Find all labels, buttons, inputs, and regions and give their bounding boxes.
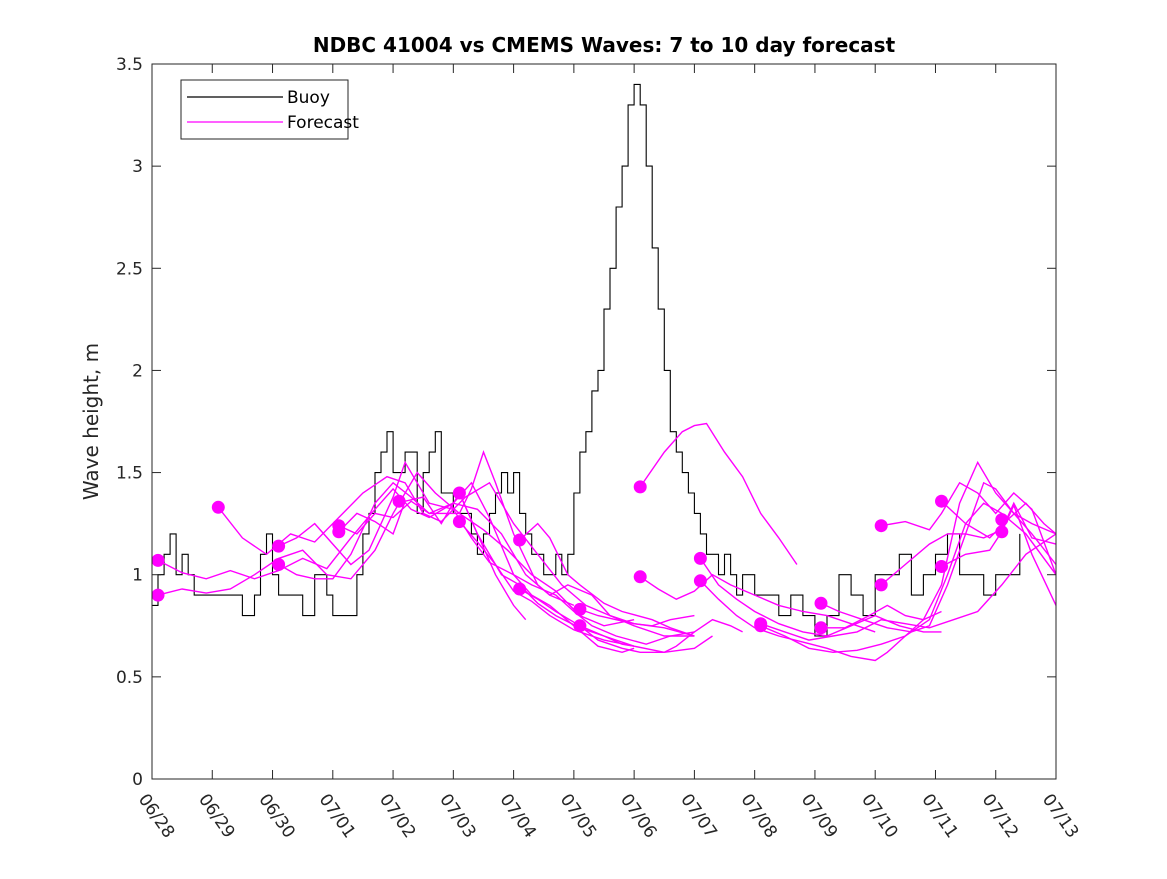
legend: Buoy Forecast [180, 79, 359, 140]
y-tick-label: 1.5 [116, 464, 143, 484]
y-tick-label: 2 [132, 361, 143, 381]
forecast-marker-26 [995, 513, 1009, 527]
forecast-series-line-3 [278, 460, 695, 645]
y-axis-label: Wave height, m [79, 343, 103, 500]
buoy-series-line [152, 83, 1021, 637]
forecast-series-line-18 [760, 502, 1057, 654]
forecast-marker-11 [513, 582, 527, 596]
series-layer [151, 83, 1057, 662]
forecast-series-line-12 [579, 618, 743, 653]
axes-box [151, 63, 1057, 780]
forecast-series-line-15 [699, 558, 942, 637]
forecast-marker-14 [633, 480, 647, 494]
forecast-marker-0 [151, 553, 165, 567]
y-tick-label: 0 [132, 770, 143, 790]
forecast-series-line-10 [519, 588, 713, 654]
forecast-marker-21 [814, 621, 828, 635]
forecast-marker-12 [573, 602, 587, 616]
forecast-marker-3 [272, 539, 286, 553]
forecast-marker-4 [272, 558, 286, 571]
forecast-series-line-17 [760, 533, 1057, 641]
forecast-marker-1 [151, 588, 165, 602]
legend-buoy-label: Buoy [287, 88, 330, 108]
forecast-marker-8 [452, 486, 466, 500]
forecast-marker-16 [693, 551, 707, 565]
forecast-marker-22 [874, 519, 888, 533]
forecast-series-line-1 [157, 471, 635, 627]
y-tick-label: 0.5 [116, 668, 143, 688]
forecast-series-line-22 [880, 501, 1057, 586]
forecast-marker-2 [211, 500, 225, 514]
forecast-marker-13 [573, 619, 587, 633]
forecast-marker-10 [513, 533, 527, 547]
forecast-series-line-9 [519, 522, 695, 637]
forecast-series-line-0 [157, 487, 575, 607]
forecast-marker-24 [935, 494, 948, 508]
forecast-marker-9 [452, 515, 466, 529]
chart-title: NDBC 41004 vs CMEMS Waves: 7 to 10 day f… [313, 33, 896, 57]
y-tick-label: 3.5 [116, 55, 143, 75]
forecast-series-line-21 [881, 481, 1057, 575]
plot-area [152, 64, 1056, 779]
forecast-marker-17 [693, 574, 707, 588]
forecast-marker-19 [754, 619, 768, 633]
forecast-series-line-13 [639, 422, 798, 565]
forecast-series-line-7 [458, 492, 527, 621]
y-tick-label: 2.5 [116, 259, 143, 279]
y-tick-label: 3 [132, 157, 143, 177]
forecast-marker-7 [392, 494, 406, 508]
forecast-series-line-11 [579, 608, 695, 627]
forecast-marker-15 [633, 570, 647, 584]
forecast-series-line-14 [639, 573, 876, 633]
forecast-marker-23 [874, 578, 888, 592]
legend-box [180, 79, 349, 140]
forecast-marker-6 [332, 525, 346, 539]
legend-forecast-label: Forecast [287, 113, 359, 133]
forecast-marker-25 [935, 560, 948, 573]
y-tick-label: 1 [132, 566, 143, 586]
forecast-series-line-5 [338, 450, 695, 637]
forecast-marker-20 [814, 596, 828, 610]
forecast-marker-27 [995, 525, 1009, 539]
